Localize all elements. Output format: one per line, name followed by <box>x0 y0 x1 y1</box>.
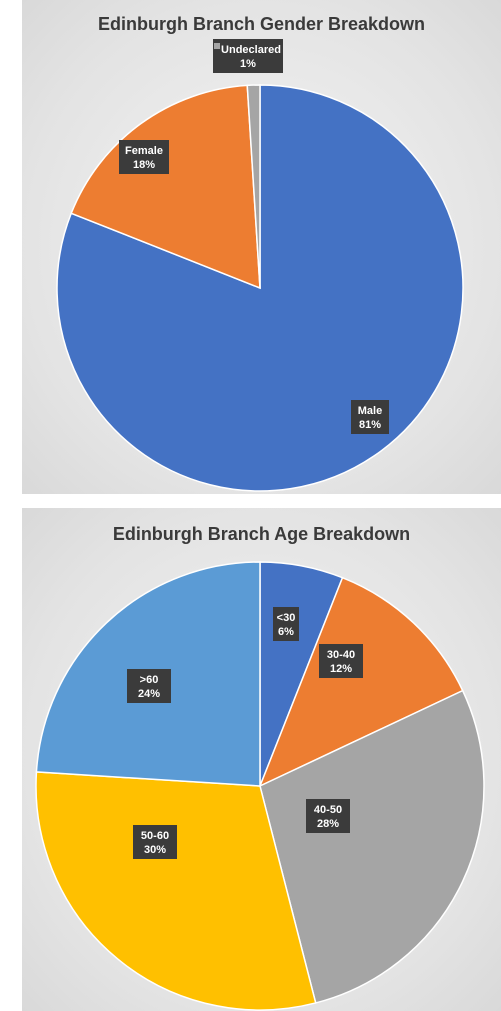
data-label-category: 40-50 <box>314 804 342 816</box>
data-label-box <box>133 825 177 859</box>
data-label-box <box>306 799 350 833</box>
data-label-value: 18% <box>133 159 155 171</box>
gender-pie-chart: Male 81% Female 18% Undeclared 1% <box>56 39 464 492</box>
data-label-category: 50-60 <box>141 830 169 842</box>
legend-swatch <box>214 43 220 49</box>
data-label: <306% <box>273 607 299 641</box>
data-label-box <box>351 400 389 434</box>
data-label-box <box>273 607 299 641</box>
data-label-box <box>127 669 171 703</box>
data-label-box <box>119 140 169 174</box>
data-label-category: <30 <box>277 612 296 624</box>
data-label: 30-40 12% <box>319 644 363 678</box>
data-label-value: 24% <box>138 688 160 700</box>
pie-slice-5060 <box>35 771 317 1011</box>
pie-slice-undeclared <box>246 84 261 289</box>
data-label: 40-50 28% <box>306 799 350 833</box>
data-label-category: Male <box>358 405 382 417</box>
pie-slice-3040 <box>258 576 464 788</box>
data-label-category: Undeclared <box>221 44 281 56</box>
gender-chart-panel: Edinburgh Branch Gender Breakdown Male 81… <box>22 0 501 494</box>
data-label-value: 30% <box>144 844 166 856</box>
data-label-value: 81% <box>359 419 381 431</box>
data-label-category: >60 <box>140 674 159 686</box>
data-label-category: Female <box>125 145 163 157</box>
data-label-category: 30-40 <box>327 649 355 661</box>
pie-slice-female <box>70 84 261 290</box>
data-label: Male 81% <box>351 400 389 434</box>
chart-title: Edinburgh Branch Age Breakdown <box>112 524 411 544</box>
data-label-value: 6% <box>278 626 294 638</box>
data-label-value: 28% <box>317 818 339 830</box>
data-label-value: 1% <box>240 58 256 70</box>
data-label-box <box>213 39 283 73</box>
age-chart-panel: Edinburgh Branch Age Breakdown <30 6% 30-4… <box>22 508 501 1011</box>
data-label-value: 12% <box>330 663 352 675</box>
data-label: Undeclared 1% <box>213 39 283 73</box>
data-label: 50-60 30% <box>133 825 177 859</box>
data-label-box <box>319 644 363 678</box>
data-label: Female 18% <box>119 140 169 174</box>
pie-slice-4050 <box>259 689 485 1004</box>
chart-title: Edinburgh Branch Gender Breakdown <box>97 14 426 34</box>
